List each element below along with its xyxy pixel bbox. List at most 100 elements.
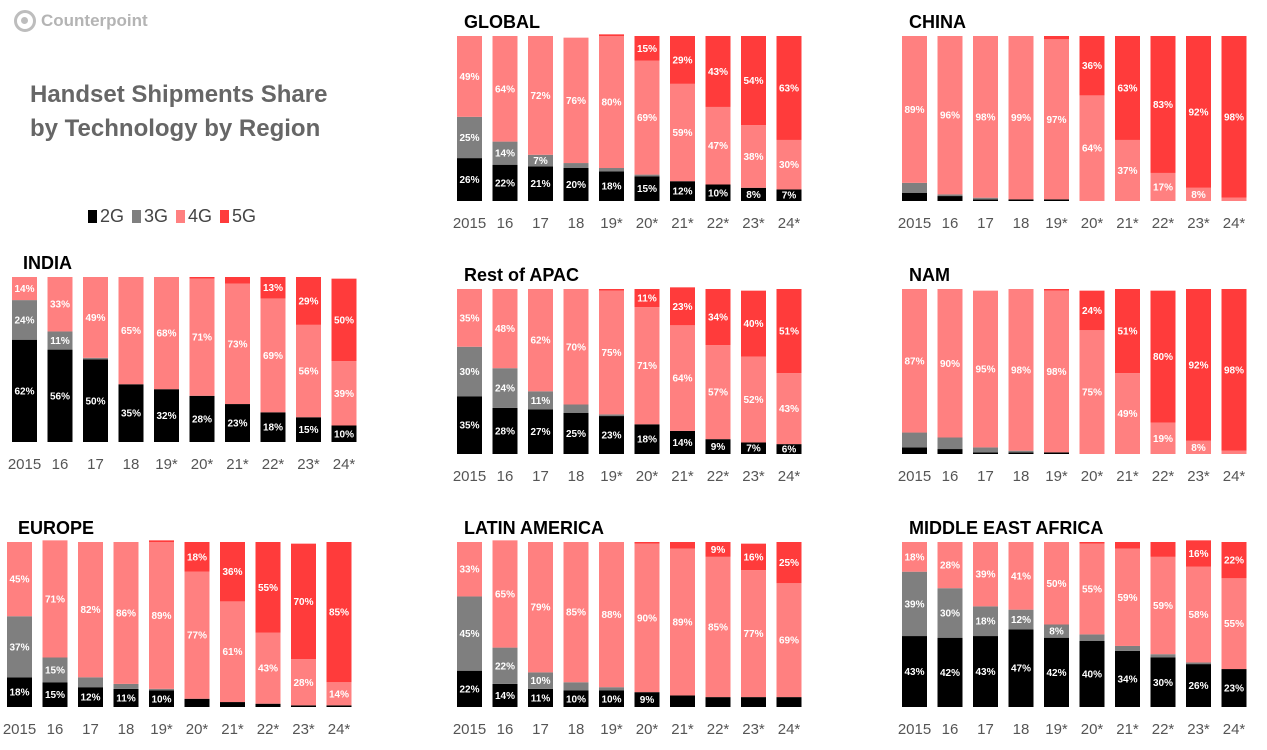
- data-label-4g: 89%: [904, 105, 924, 116]
- data-label-4g: 38%: [743, 152, 763, 163]
- bar-segment-5g: [1080, 542, 1105, 544]
- x-tick-label: 21*: [671, 215, 694, 232]
- data-label-4g: 19%: [1153, 434, 1173, 445]
- bar-segment-5g: [635, 542, 660, 544]
- x-tick-label: 23*: [1187, 468, 1210, 485]
- data-label-3g: 45%: [459, 629, 479, 640]
- data-label-2g: 40%: [1082, 670, 1102, 681]
- data-label-4g: 96%: [940, 111, 960, 122]
- data-label-5g: 80%: [1153, 352, 1173, 363]
- data-label-4g: 68%: [156, 329, 176, 340]
- data-label-2g: 18%: [263, 423, 283, 434]
- data-label-5g: 55%: [258, 583, 278, 594]
- data-label-4g: 61%: [222, 647, 242, 658]
- data-label-3g: 7%: [533, 156, 548, 167]
- bar-segment-2g: [706, 697, 731, 707]
- data-label-5g: 24%: [1082, 306, 1102, 317]
- legend-label-2g: 2G: [100, 206, 124, 227]
- data-label-5g: 63%: [779, 83, 799, 94]
- data-label-5g: 22%: [1224, 556, 1244, 567]
- data-label-2g: 8%: [746, 190, 761, 201]
- x-tick-label: 19*: [155, 456, 178, 473]
- bar-segment-2g: [741, 697, 766, 707]
- x-tick-label: 17: [532, 215, 549, 232]
- x-tick-label: 23*: [1187, 721, 1210, 738]
- bar-segment-2g: [777, 697, 802, 707]
- bar-segment-2g: [327, 705, 352, 707]
- bar-segment-2g: [1009, 199, 1034, 201]
- data-label-2g: 56%: [50, 391, 70, 402]
- bar-segment-5g: [1044, 289, 1069, 291]
- data-label-4g: 33%: [50, 300, 70, 311]
- x-tick-label: 18: [568, 721, 585, 738]
- chart-europe-svg: 18%37%45%201515%15%71%1612%82%1711%86%18…: [5, 518, 355, 743]
- x-tick-label: 16: [497, 468, 514, 485]
- x-tick-label: 24*: [1223, 468, 1246, 485]
- bar-segment-2g: [973, 199, 998, 201]
- legend-item-5g: 5G: [220, 206, 256, 227]
- x-tick-label: 22*: [1152, 721, 1175, 738]
- data-label-4g: 43%: [258, 664, 278, 675]
- data-label-4g: 65%: [495, 589, 515, 600]
- data-label-2g: 47%: [1011, 664, 1031, 675]
- counterpoint-logo-icon: [14, 10, 36, 32]
- data-label-4g: 98%: [1046, 367, 1066, 378]
- x-tick-label: 23*: [742, 721, 765, 738]
- x-tick-label: 19*: [600, 721, 623, 738]
- legend-item-4g: 4G: [176, 206, 212, 227]
- data-label-4g: 41%: [1011, 571, 1031, 582]
- data-label-2g: 18%: [601, 182, 621, 193]
- x-tick-label: 24*: [328, 721, 351, 738]
- legend-swatch-2g: [88, 210, 97, 223]
- data-label-3g: 10%: [530, 676, 550, 687]
- data-label-4g: 49%: [459, 72, 479, 83]
- data-label-2g: 9%: [640, 695, 655, 706]
- data-label-3g: 39%: [904, 599, 924, 610]
- x-tick-label: 24*: [1223, 215, 1246, 232]
- bar-segment-4g: [1222, 451, 1247, 454]
- data-label-2g: 10%: [566, 694, 586, 705]
- chart-global: GLOBAL 26% 25% 49% 2015 22% 14% 64% 16 21% 7% 72% 1…: [455, 12, 805, 237]
- x-tick-label: 16: [942, 215, 959, 232]
- data-label-5g: 92%: [1188, 107, 1208, 118]
- data-label-2g: 11%: [531, 693, 551, 704]
- data-label-5g: 16%: [1188, 549, 1208, 560]
- data-label-4g: 64%: [495, 84, 515, 95]
- data-label-5g: 43%: [708, 67, 728, 78]
- chart-india: INDIA 62% 24% 14% 2015 56% 11% 33% 16 50% 49% 17 35…: [10, 253, 360, 478]
- data-label-4g: 69%: [637, 113, 657, 124]
- data-label-5g: 36%: [1082, 61, 1102, 72]
- x-tick-label: 21*: [1116, 468, 1139, 485]
- x-tick-label: 19*: [150, 721, 173, 738]
- data-label-5g: 29%: [298, 296, 318, 307]
- data-label-4g: 75%: [601, 348, 621, 359]
- data-label-2g: 23%: [1224, 684, 1244, 695]
- data-label-4g: 59%: [1153, 601, 1173, 612]
- bar-segment-2g: [973, 452, 998, 454]
- x-tick-label: 22*: [1152, 215, 1175, 232]
- x-tick-label: 22*: [707, 215, 730, 232]
- data-label-2g: 11%: [116, 693, 136, 704]
- main-title-line-1: Handset Shipments Share: [30, 78, 370, 112]
- data-label-5g: 50%: [334, 315, 354, 326]
- chart-nam-svg: 87%201590%1695%1798%1898%19*75%24%20*49%…: [900, 265, 1250, 490]
- x-tick-label: 17: [977, 215, 994, 232]
- x-tick-label: 17: [82, 721, 99, 738]
- bar-segment-3g: [599, 687, 624, 690]
- data-label-5g: 85%: [329, 608, 349, 619]
- data-label-4g: 77%: [187, 631, 207, 642]
- data-label-2g: 22%: [459, 684, 479, 695]
- data-label-4g: 90%: [637, 613, 657, 624]
- bar-segment-2g: [1009, 452, 1034, 454]
- data-label-4g: 89%: [672, 618, 692, 629]
- bar-segment-5g: [1044, 36, 1069, 39]
- bar-segment-3g: [564, 682, 589, 690]
- data-label-5g: 98%: [1224, 112, 1244, 123]
- data-label-4g: 33%: [459, 565, 479, 576]
- data-label-4g: 72%: [530, 91, 550, 102]
- data-label-3g: 11%: [531, 396, 551, 407]
- data-label-4g: 90%: [940, 359, 960, 370]
- x-tick-label: 24*: [333, 456, 356, 473]
- data-label-2g: 10%: [151, 694, 171, 705]
- x-tick-label: 2015: [453, 215, 486, 232]
